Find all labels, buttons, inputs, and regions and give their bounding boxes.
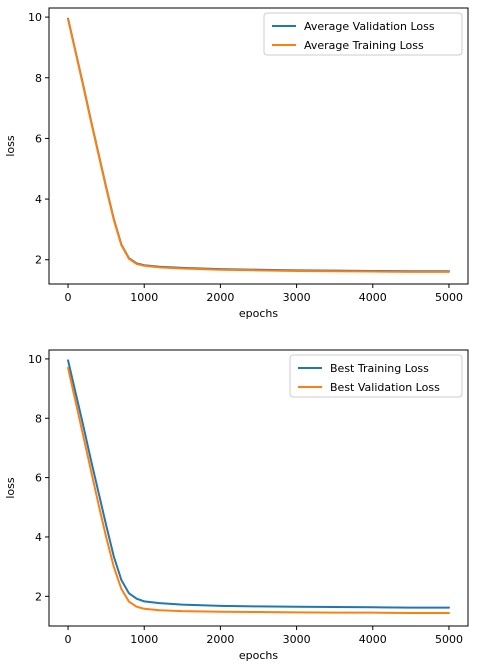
legend: Best Training Loss Best Validation Loss [289,354,463,398]
x-tick-label: 2000 [206,291,234,304]
y-tick-label: 4 [35,531,42,544]
legend: Average Validation Loss Average Training … [263,12,463,56]
series-line-2 [67,18,450,273]
y-axis-label: loss [4,477,17,499]
plot-area [48,349,469,627]
x-axis-label: epochs [239,307,278,320]
x-tick-label: 4000 [359,633,387,646]
x-tick-label: 1000 [130,633,158,646]
y-tick-label: 2 [35,254,42,267]
plot-area [48,7,469,285]
y-tick-label: 10 [28,353,42,366]
series-line-1 [67,359,450,609]
y-tick-label: 10 [28,11,42,24]
y-tick-label: 6 [35,132,42,145]
x-tick-label: 4000 [359,291,387,304]
y-tick-label: 8 [35,412,42,425]
x-tick-label: 5000 [435,291,463,304]
legend-entry: Best Training Loss [330,362,429,375]
x-tick-label: 0 [65,291,72,304]
y-tick-label: 8 [35,72,42,85]
legend-box [263,12,463,56]
y-axis-label: loss [4,135,17,157]
x-axis-label: epochs [239,649,278,662]
legend-entry: Best Validation Loss [330,381,440,394]
y-tick-label: 4 [35,193,42,206]
chart-1: 0 1000 2000 3000 4000 5000 2 4 6 8 10 epochs loss Ave… [4,7,469,320]
x-tick-label: 2000 [206,633,234,646]
legend-box [289,354,463,398]
y-tick-label: 6 [35,472,42,485]
x-tick-label: 3000 [283,291,311,304]
series-line-1 [67,17,450,273]
legend-entry: Average Validation Loss [304,20,435,33]
legend-entry: Average Training Loss [304,39,424,52]
chart-2: 0 1000 2000 3000 4000 5000 2 4 6 8 10 epochs loss Bes… [4,349,469,662]
x-tick-label: 0 [65,633,72,646]
x-tick-label: 3000 [283,633,311,646]
x-tick-label: 5000 [435,633,463,646]
series-line-2 [67,366,450,614]
x-tick-label: 1000 [130,291,158,304]
y-tick-label: 2 [35,590,42,603]
